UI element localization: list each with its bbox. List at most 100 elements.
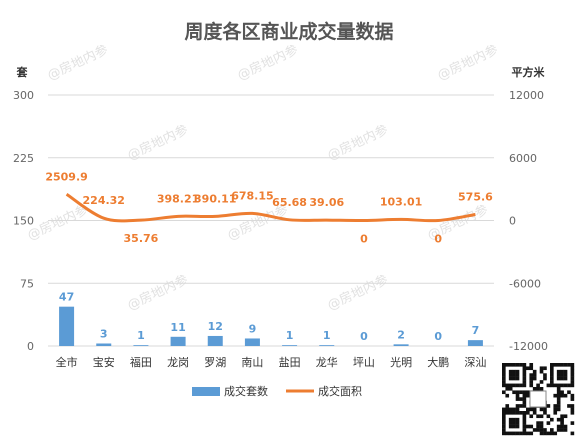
left-axis-unit: 套 — [17, 65, 29, 79]
qr-module — [505, 431, 510, 436]
watermark-text: @房地内参 — [25, 202, 91, 244]
qr-module — [543, 373, 547, 377]
qr-module — [508, 376, 513, 381]
line-data-label: 224.32 — [83, 194, 125, 207]
category-label: 坪山 — [353, 356, 375, 369]
qr-module — [567, 390, 571, 395]
qr-module — [570, 363, 575, 367]
qr-module — [522, 380, 527, 384]
qr-module — [515, 376, 520, 381]
qr-module — [526, 424, 530, 429]
qr-module — [539, 431, 544, 436]
qr-module — [560, 376, 564, 381]
qr-module — [512, 376, 516, 381]
qr-module — [532, 411, 537, 415]
bar-series: 473 111 12 91 1 0 2 0 7 — [59, 291, 483, 346]
qr-module — [529, 366, 534, 371]
qr-module — [522, 383, 527, 388]
qr-module — [556, 393, 561, 398]
qr-module — [550, 428, 554, 432]
qr-module — [505, 411, 510, 415]
qr-module — [526, 366, 530, 371]
qr-module — [563, 363, 568, 367]
qr-module — [539, 369, 544, 374]
qr-module — [556, 404, 561, 408]
category-label: 深汕 — [464, 356, 486, 369]
qr-module — [512, 383, 516, 388]
category-axis-labels: 全市 宝安 福田 龙岗 罗湖 南山 盐田 龙华 坪山 光明 大鹏 深汕 — [56, 355, 487, 369]
qr-module — [512, 411, 516, 415]
qr-module — [550, 431, 554, 436]
bar — [244, 338, 260, 346]
qr-module — [550, 417, 554, 422]
qr-module — [570, 380, 575, 384]
qr-module — [529, 373, 534, 377]
line-series: 2509.9 224.32 35.76 398.21390.11678.1565.68… — [45, 170, 493, 245]
watermark-text: @房地内参 — [125, 272, 191, 314]
qr-module — [539, 424, 544, 429]
qr-module — [502, 373, 506, 377]
qr-module — [522, 393, 527, 398]
qr-module — [502, 411, 506, 415]
qr-module — [563, 414, 568, 419]
bar — [393, 344, 409, 346]
area-series-line — [65, 192, 476, 223]
bar-data-label: 12 — [208, 320, 223, 333]
line-data-label: 575.6 — [458, 190, 493, 203]
qr-module — [522, 431, 527, 436]
bar-data-label: 0 — [434, 330, 442, 343]
watermark-text: @房地内参 — [45, 42, 111, 84]
legend-label-line: 成交面积 — [318, 384, 362, 398]
qr-module — [515, 383, 520, 388]
category-label: 大鹏 — [427, 355, 449, 369]
qr-module — [515, 424, 520, 429]
qr-module — [550, 373, 554, 377]
qr-module — [570, 376, 575, 381]
qr-module — [512, 431, 516, 436]
qr-module — [508, 421, 513, 425]
watermark-text: @房地内参 — [435, 42, 501, 84]
right-tick-label: 12000 — [509, 89, 544, 102]
qr-module — [550, 363, 554, 367]
qr-module — [563, 383, 568, 388]
qr-module — [560, 363, 564, 367]
qr-module — [560, 428, 564, 432]
category-label: 罗湖 — [204, 356, 226, 369]
watermark-text: @房地内参 — [235, 42, 301, 84]
qr-module — [522, 366, 527, 371]
category-label: 福田 — [130, 355, 152, 369]
qr-module — [553, 411, 558, 415]
qr-module — [526, 411, 530, 415]
qr-module — [519, 397, 523, 401]
qr-module — [508, 387, 513, 391]
category-label: 全市 — [56, 355, 78, 369]
qr-module — [522, 421, 527, 425]
qr-module — [532, 373, 537, 377]
qr-module — [536, 428, 540, 432]
qr-module — [515, 404, 520, 408]
qr-module — [570, 404, 575, 408]
line-data-label: 398.21 — [157, 192, 199, 205]
qr-module — [515, 411, 520, 415]
qr-module — [502, 366, 506, 371]
qr-module — [532, 369, 537, 374]
qr-module — [553, 393, 558, 398]
qr-module — [522, 363, 527, 367]
qr-module — [512, 424, 516, 429]
qr-module — [546, 431, 551, 436]
qr-module — [508, 424, 513, 429]
qr-module — [556, 424, 561, 429]
qr-module — [508, 411, 513, 415]
bar-data-label: 9 — [249, 322, 257, 335]
qr-module — [567, 404, 571, 408]
qr-module — [502, 390, 506, 395]
qr-module — [502, 376, 506, 381]
category-label: 宝安 — [93, 355, 115, 369]
qr-module — [502, 363, 506, 367]
bar-data-label: 1 — [137, 329, 145, 342]
qr-module — [563, 369, 568, 374]
qr-module — [570, 383, 575, 388]
qr-module — [522, 414, 527, 419]
bar — [170, 336, 186, 346]
